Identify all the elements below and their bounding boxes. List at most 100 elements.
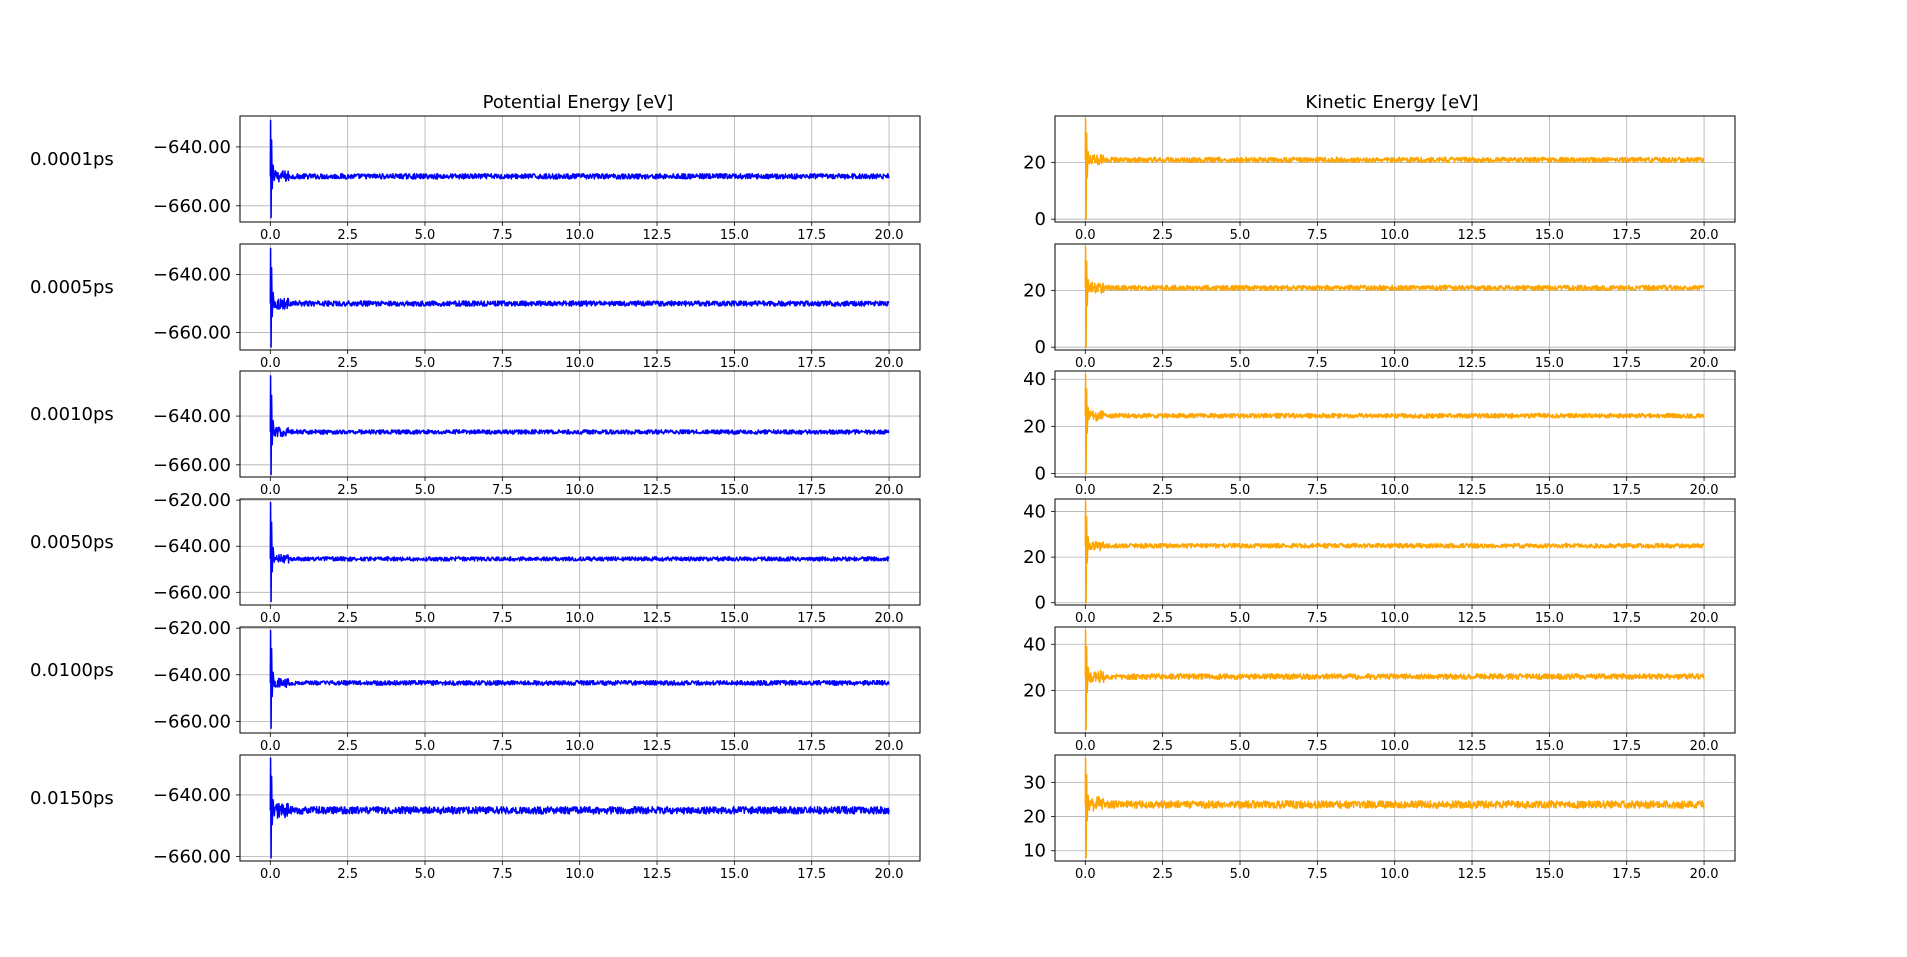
x-tick-label: 2.5	[1152, 228, 1173, 243]
potential-series-line	[269, 119, 890, 219]
y-tick-label: 0	[1035, 337, 1046, 358]
x-tick-label: 15.0	[1535, 228, 1564, 243]
x-tick-label: 15.0	[720, 228, 749, 243]
kinetic-energy-title: Kinetic Energy [eV]	[1305, 92, 1478, 113]
x-tick-label: 0.0	[1075, 483, 1096, 498]
kinetic-series-line	[1084, 118, 1705, 220]
x-tick-label: 5.0	[415, 483, 436, 498]
x-tick-label: 17.5	[1612, 739, 1641, 754]
x-tick-label: 20.0	[875, 739, 904, 754]
x-tick-label: 17.5	[1612, 867, 1641, 882]
x-tick-label: 10.0	[1380, 611, 1409, 626]
axes-frame	[239, 115, 921, 223]
x-tick-label: 20.0	[875, 611, 904, 626]
x-tick-label: 17.5	[797, 228, 826, 243]
potential-subplot-1: 0.0 2.5 5.0 7.5 10.0 12.5 15.0 17.5 20.0 −640.00 −…	[153, 243, 921, 371]
x-tick-label: 10.0	[565, 867, 594, 882]
x-tick-label: 5.0	[1230, 483, 1251, 498]
x-tick-label: 0.0	[260, 228, 281, 243]
x-tick-label: 2.5	[337, 228, 358, 243]
x-tick-label: 7.5	[1307, 483, 1328, 498]
x-tick-label: 7.5	[492, 483, 513, 498]
x-tick-label: 17.5	[797, 356, 826, 371]
x-tick-label: 2.5	[1152, 356, 1173, 371]
x-tick-label: 17.5	[797, 867, 826, 882]
x-tick-label: 20.0	[1690, 611, 1719, 626]
x-tick-label: 17.5	[797, 739, 826, 754]
x-tick-label: 10.0	[565, 483, 594, 498]
x-tick-label: 15.0	[720, 611, 749, 626]
y-tick-label: 10	[1023, 841, 1046, 862]
kinetic-series-line	[1084, 629, 1705, 731]
x-tick-label: 0.0	[260, 483, 281, 498]
y-tick-label: −660.00	[153, 323, 231, 344]
y-tick-label: −640.00	[153, 665, 231, 686]
x-tick-label: 2.5	[337, 356, 358, 371]
kinetic-subplot-1: 0.0 2.5 5.0 7.5 10.0 12.5 15.0 17.5 20.0 0 20	[1023, 243, 1736, 371]
x-tick-label: 10.0	[1380, 356, 1409, 371]
x-tick-label: 15.0	[1535, 739, 1564, 754]
x-tick-label: 12.5	[1458, 739, 1487, 754]
y-tick-label: −620.00	[153, 618, 231, 639]
potential-series-line	[269, 629, 890, 730]
potential-series-line	[269, 375, 890, 476]
y-tick-label: 30	[1023, 772, 1046, 793]
x-tick-label: 5.0	[1230, 611, 1251, 626]
x-tick-label: 20.0	[1690, 483, 1719, 498]
kinetic-subplot-2: 0.0 2.5 5.0 7.5 10.0 12.5 15.0 17.5 20.0 0 20 40	[1023, 369, 1736, 498]
axes-frame	[239, 626, 921, 734]
x-tick-label: 0.0	[1075, 356, 1096, 371]
x-tick-label: 7.5	[492, 867, 513, 882]
x-tick-label: 12.5	[643, 228, 672, 243]
x-tick-label: 0.0	[260, 867, 281, 882]
x-tick-label: 5.0	[415, 739, 436, 754]
x-tick-label: 5.0	[415, 611, 436, 626]
x-tick-label: 7.5	[1307, 739, 1328, 754]
y-tick-label: 20	[1023, 547, 1046, 568]
y-tick-label: −640.00	[153, 406, 231, 427]
x-tick-label: 7.5	[492, 611, 513, 626]
x-tick-label: 5.0	[415, 867, 436, 882]
x-tick-label: 17.5	[1612, 228, 1641, 243]
x-tick-label: 17.5	[1612, 611, 1641, 626]
y-tick-label: −640.00	[153, 536, 231, 557]
x-tick-label: 15.0	[720, 483, 749, 498]
y-tick-label: −640.00	[153, 785, 231, 806]
x-tick-label: 15.0	[1535, 483, 1564, 498]
x-tick-label: 20.0	[875, 228, 904, 243]
x-tick-label: 2.5	[1152, 483, 1173, 498]
x-tick-label: 2.5	[1152, 867, 1173, 882]
x-tick-label: 20.0	[1690, 739, 1719, 754]
x-tick-label: 5.0	[415, 228, 436, 243]
y-tick-label: −660.00	[153, 711, 231, 732]
x-tick-label: 15.0	[1535, 867, 1564, 882]
y-tick-label: 20	[1023, 807, 1046, 828]
x-tick-label: 20.0	[875, 483, 904, 498]
y-tick-label: 20	[1023, 281, 1046, 302]
x-tick-label: 7.5	[1307, 356, 1328, 371]
x-tick-label: 12.5	[1458, 228, 1487, 243]
x-tick-label: 17.5	[1612, 356, 1641, 371]
y-tick-label: −660.00	[153, 196, 231, 217]
x-tick-label: 10.0	[1380, 739, 1409, 754]
row-label-4: 0.0100ps	[30, 660, 114, 681]
x-tick-label: 10.0	[565, 228, 594, 243]
x-tick-label: 17.5	[1612, 483, 1641, 498]
kinetic-subplot-3: 0.0 2.5 5.0 7.5 10.0 12.5 15.0 17.5 20.0 0 20 40	[1023, 498, 1736, 626]
x-tick-label: 17.5	[797, 483, 826, 498]
x-tick-label: 20.0	[875, 356, 904, 371]
x-tick-label: 15.0	[720, 739, 749, 754]
y-tick-label: 20	[1023, 680, 1046, 701]
x-tick-label: 12.5	[1458, 867, 1487, 882]
x-tick-label: 0.0	[1075, 611, 1096, 626]
axes-frame	[239, 370, 921, 478]
y-tick-label: 0	[1035, 593, 1046, 614]
kinetic-subplot-0: 0.0 2.5 5.0 7.5 10.0 12.5 15.0 17.5 20.0 0 20	[1023, 115, 1736, 243]
x-tick-label: 7.5	[1307, 228, 1328, 243]
x-tick-label: 5.0	[1230, 356, 1251, 371]
x-tick-label: 2.5	[337, 867, 358, 882]
kinetic-series-line	[1084, 757, 1705, 859]
x-tick-label: 12.5	[643, 611, 672, 626]
